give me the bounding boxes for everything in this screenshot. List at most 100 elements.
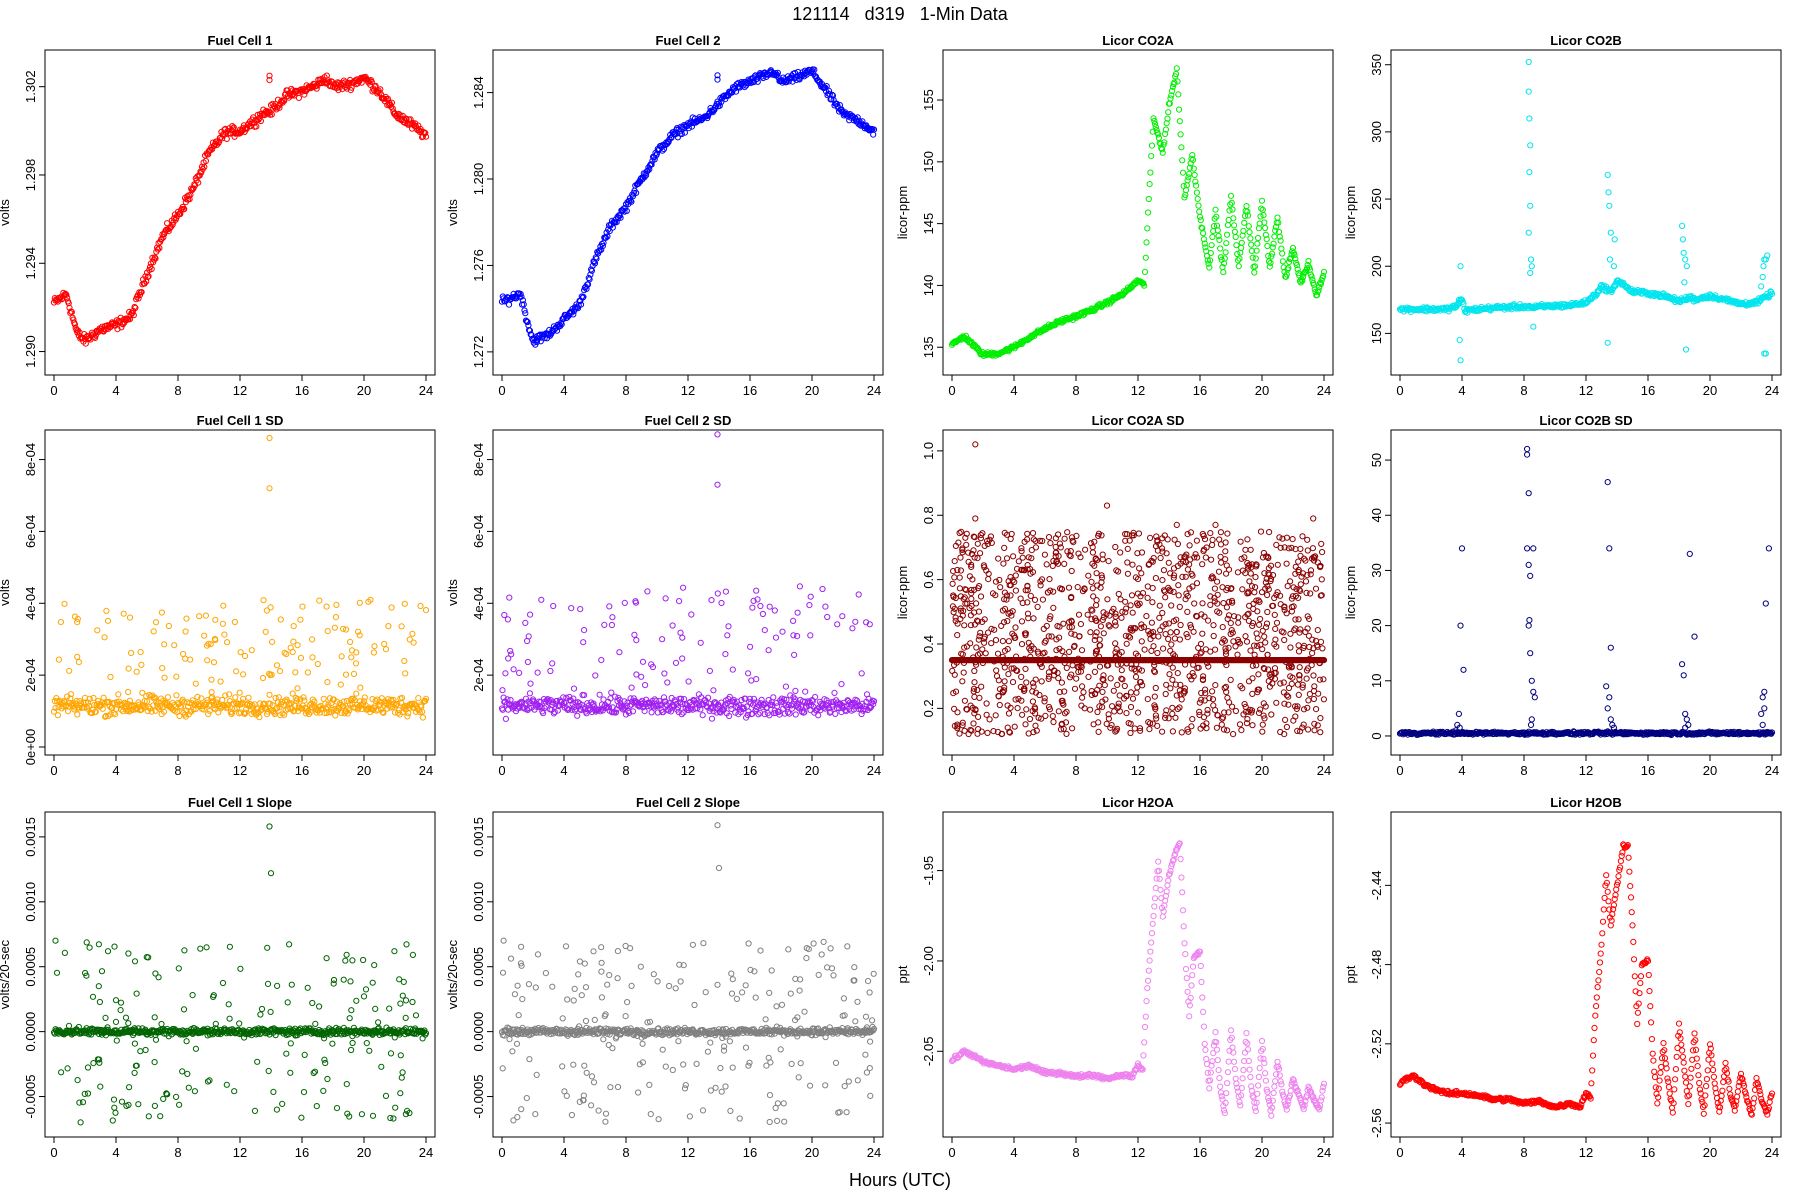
data-point [822, 84, 829, 91]
data-point [1768, 290, 1776, 297]
data-point [280, 97, 287, 104]
data-point [1038, 715, 1045, 722]
data-point [1283, 723, 1291, 731]
data-point [1258, 197, 1266, 204]
data-point [1254, 608, 1261, 615]
panel-5: Fuel Cell 1 SD0 4 8 12 16 20 240e+002e-044e-04… [0, 413, 436, 778]
data-point [1300, 721, 1307, 728]
data-point [367, 596, 374, 603]
data-point [600, 696, 607, 703]
data-point [67, 695, 74, 702]
data-point [824, 613, 831, 621]
data-point [1024, 599, 1031, 606]
data-point [269, 638, 276, 646]
plot-frame [1390, 49, 1782, 376]
data-point [998, 730, 1006, 737]
data-point [1214, 712, 1221, 719]
data-point [606, 603, 613, 610]
data-point [1056, 645, 1063, 652]
data-point [1181, 554, 1188, 561]
data-point [1310, 695, 1318, 703]
data-point [1214, 600, 1221, 607]
data-point [570, 311, 577, 318]
outlier-point [1762, 350, 1769, 357]
data-point [1126, 634, 1134, 641]
data-point [115, 691, 122, 698]
data-point [1087, 540, 1095, 547]
data-point [1297, 626, 1304, 633]
data-point [52, 704, 59, 712]
data-point [1245, 708, 1252, 715]
data-point [331, 705, 338, 713]
data-point [1129, 561, 1136, 568]
data-point [664, 679, 671, 686]
x-tick-label: 4 [112, 383, 119, 398]
data-point [979, 659, 987, 667]
data-point [580, 639, 587, 646]
data-point [1061, 653, 1068, 660]
x-tick-label: 20 [1703, 383, 1717, 398]
data-point [192, 680, 199, 687]
data-point [791, 651, 798, 659]
data-point [564, 706, 572, 714]
data-points [498, 66, 878, 348]
data-point [1138, 549, 1146, 556]
outlier-point [266, 434, 273, 442]
data-point [995, 555, 1002, 562]
data-point [957, 567, 965, 574]
outlier-point [1682, 346, 1690, 353]
data-point [1169, 87, 1176, 95]
panel-title: Fuel Cell 1 SD [197, 413, 284, 428]
data-point [103, 607, 110, 615]
data-point [1123, 605, 1130, 612]
data-point [1241, 219, 1248, 226]
data-point [1227, 585, 1235, 593]
data-point [1295, 616, 1302, 623]
data-point [985, 576, 992, 583]
x-tick-label: 0 [948, 383, 955, 398]
data-point [992, 712, 999, 719]
data-point [1297, 728, 1304, 735]
data-point [1320, 676, 1327, 683]
data-point [208, 689, 215, 696]
outlier-point [714, 431, 721, 438]
data-point [1196, 708, 1203, 716]
data-point [55, 656, 63, 663]
panel-title: Fuel Cell 2 [655, 33, 720, 48]
data-point [1071, 631, 1078, 638]
data-point [138, 289, 145, 296]
data-point [66, 667, 73, 674]
data-point [1315, 690, 1322, 697]
data-point [956, 574, 963, 581]
data-point [1171, 79, 1178, 86]
data-point [628, 198, 635, 205]
data-point [1295, 642, 1302, 649]
y-axis-label: licor-ppm [895, 566, 910, 619]
data-point [1303, 667, 1311, 674]
data-point [1292, 703, 1299, 710]
data-point [1223, 570, 1230, 577]
data-point [1260, 712, 1267, 719]
data-point [1210, 223, 1218, 230]
data-point [967, 612, 975, 619]
data-point [1279, 258, 1287, 265]
data-point [1028, 555, 1035, 562]
data-point [1317, 715, 1324, 722]
data-point [385, 623, 392, 630]
x-tick-label: 24 [1765, 383, 1779, 398]
data-point [1019, 711, 1026, 718]
data-point [1214, 578, 1221, 585]
data-point [1227, 676, 1234, 684]
data-points [948, 441, 1328, 738]
data-point [1128, 592, 1136, 599]
data-point [1285, 701, 1292, 708]
data-point [540, 710, 547, 717]
data-point [1162, 130, 1169, 138]
data-point [1189, 156, 1197, 163]
data-point [661, 670, 668, 677]
data-point [1317, 280, 1325, 288]
y-tick-label: 1.284 [471, 76, 486, 109]
data-point [233, 668, 240, 675]
x-tick-label: 0 [50, 383, 57, 398]
data-point [100, 694, 107, 701]
